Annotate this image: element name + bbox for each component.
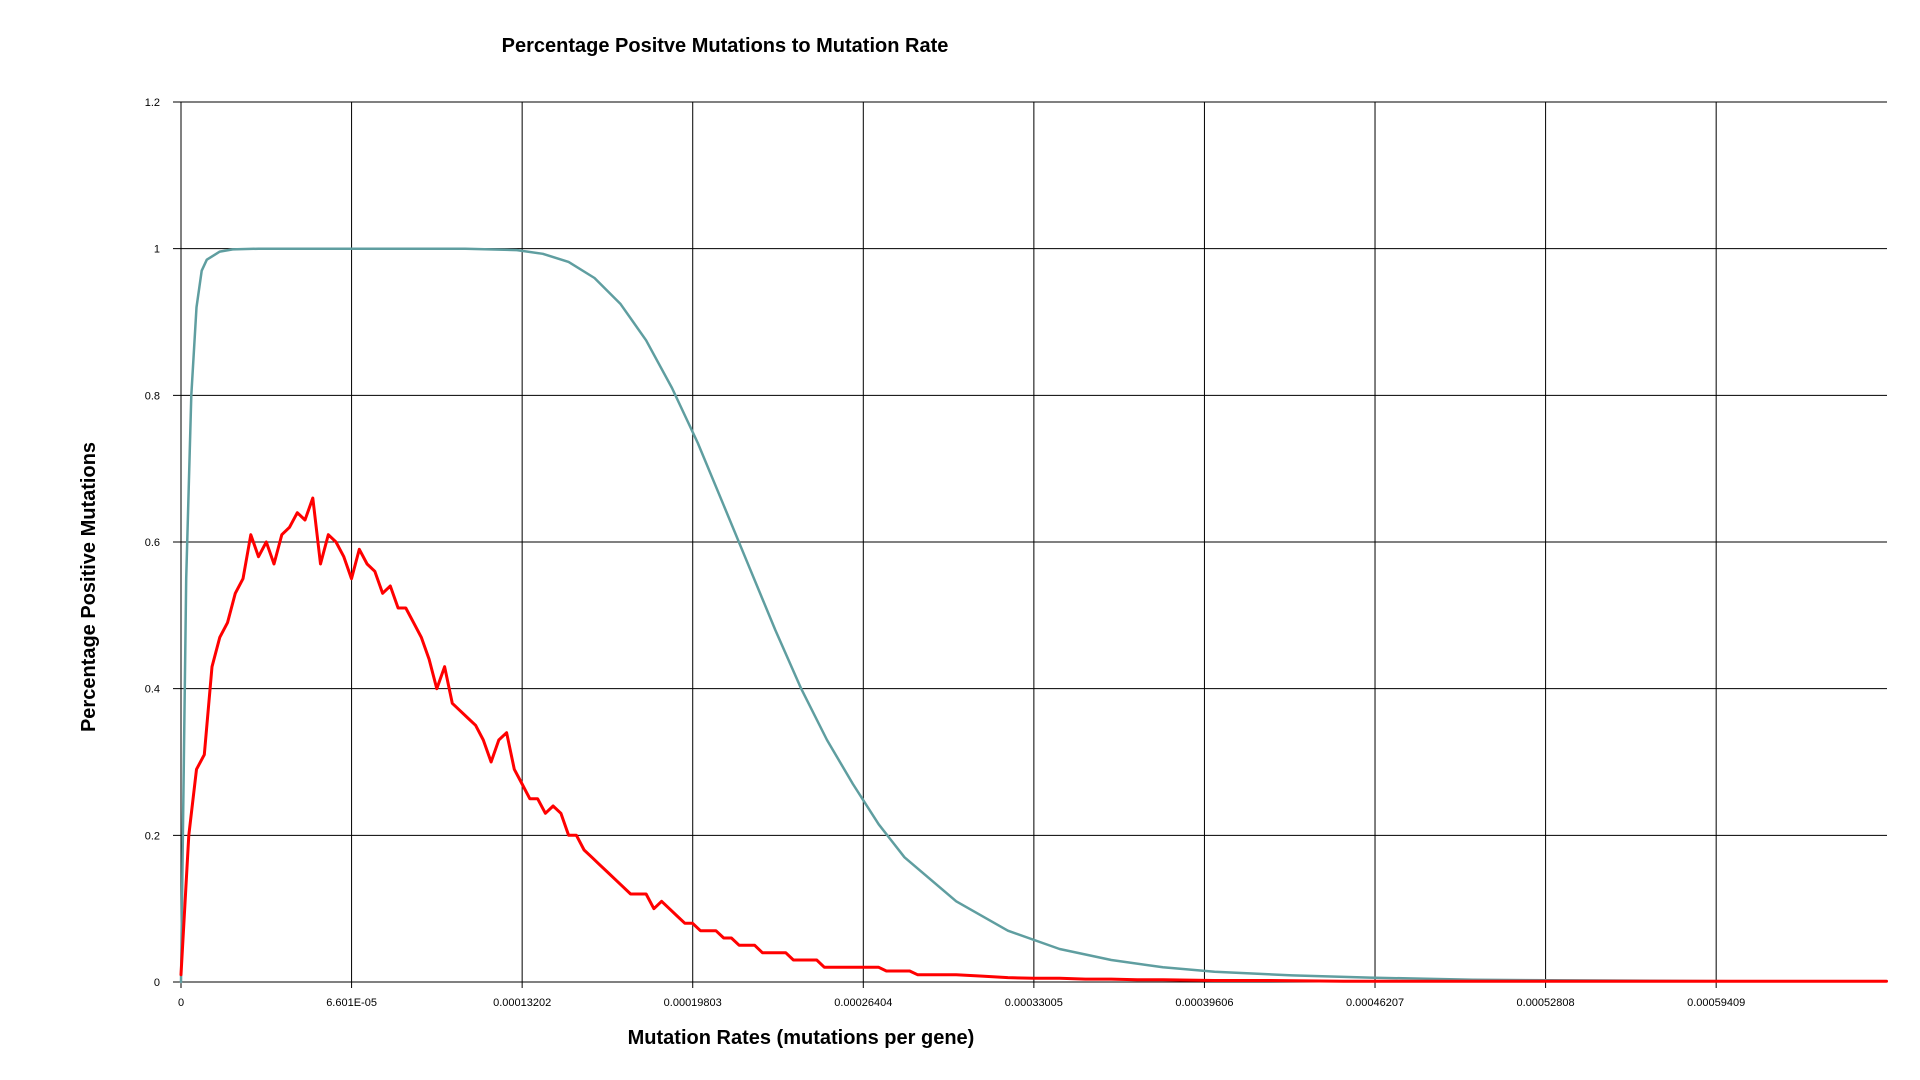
- x-tick-label: 0.00039606: [1175, 997, 1233, 1009]
- y-tick-label: 0.4: [145, 684, 160, 696]
- y-tick-label: 0.6: [145, 537, 160, 549]
- x-tick-label: 0.00046207: [1346, 997, 1404, 1009]
- y-axis-label: Percentage Positive Mutations: [78, 442, 100, 732]
- series-layer: [179, 247, 1888, 984]
- x-tick-label: 0.00019803: [664, 997, 722, 1009]
- y-tick-label: 1: [154, 244, 160, 256]
- x-tick-label: 0.00059409: [1687, 997, 1745, 1009]
- y-tick-label: 0.8: [145, 390, 160, 402]
- x-tick-label: 0.00026404: [834, 997, 892, 1009]
- series-line-1: [179, 247, 1888, 984]
- series-line-2: [179, 496, 1888, 983]
- y-axis-ticks: 0 0.2 0.4 0.6 0.8 1 1.2: [145, 97, 160, 989]
- y-tick-label: 1.2: [145, 97, 160, 109]
- grid: [173, 101, 1887, 988]
- x-tick-label: 0.00033005: [1005, 997, 1063, 1009]
- x-tick-label: 6.601E-05: [326, 997, 377, 1009]
- chart-title: Percentage Positve Mutations to Mutation…: [502, 35, 949, 57]
- x-tick-label: 0.00052808: [1517, 997, 1575, 1009]
- x-tick-label: 0.00013202: [493, 997, 551, 1009]
- y-tick-label: 0: [154, 977, 160, 989]
- y-tick-label: 0.2: [145, 830, 160, 842]
- x-axis-label: Mutation Rates (mutations per gene): [628, 1027, 975, 1049]
- x-axis-ticks: 0 6.601E-05 0.00013202 0.00019803 0.00026404…: [178, 997, 1745, 1009]
- x-tick-label: 0: [178, 997, 184, 1009]
